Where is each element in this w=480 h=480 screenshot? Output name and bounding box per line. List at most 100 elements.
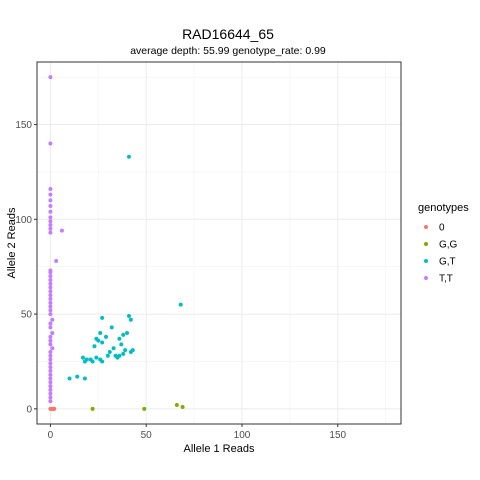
legend-label: T,T: [439, 274, 453, 285]
data-point: [48, 338, 53, 343]
data-point: [90, 359, 95, 364]
legend-item: G,T: [424, 257, 456, 268]
axis-ticks: 0 50 100 150 0 50 100 150: [15, 120, 346, 441]
data-point: [54, 259, 59, 264]
data-point: [48, 281, 53, 286]
data-point: [48, 349, 53, 354]
data-point: [48, 285, 53, 290]
data-point: [48, 334, 53, 339]
data-point: [50, 317, 55, 322]
legend-title: genotypes: [418, 202, 469, 214]
y-tick-label: 0: [26, 404, 32, 415]
data-point: [48, 304, 53, 309]
data-point: [48, 75, 53, 80]
data-point: [48, 325, 53, 330]
data-point: [48, 226, 53, 231]
y-tick-label: 100: [15, 215, 32, 226]
legend-key: [424, 242, 428, 246]
y-tick-label: 150: [15, 120, 32, 131]
plot-panel: [37, 62, 401, 424]
data-point: [100, 340, 105, 345]
series-g-t: [67, 154, 183, 381]
chart-title: RAD16644_65: [182, 26, 274, 42]
data-point: [48, 192, 53, 197]
data-point: [48, 368, 53, 373]
data-point: [80, 355, 85, 360]
data-point: [48, 308, 53, 313]
data-point: [48, 312, 53, 317]
data-point: [119, 342, 124, 347]
series-g-g: [90, 403, 185, 411]
legend-items: 0 G,G G,T T,T: [424, 223, 458, 285]
data-point: [48, 293, 53, 298]
data-points: [48, 75, 185, 411]
data-point: [48, 391, 53, 396]
data-point: [180, 404, 185, 409]
data-point: [123, 348, 128, 353]
data-point: [48, 274, 53, 279]
data-point: [111, 346, 116, 351]
x-tick-label: 150: [329, 430, 346, 441]
data-point: [48, 289, 53, 294]
legend-label: G,G: [439, 240, 458, 251]
data-point: [48, 296, 53, 301]
x-tick-label: 0: [48, 430, 54, 441]
data-point: [82, 359, 87, 364]
data-point: [117, 353, 122, 358]
data-point: [48, 399, 53, 404]
plot-border: [36, 61, 402, 425]
data-point: [117, 336, 122, 341]
data-point: [92, 344, 97, 349]
data-point: [48, 395, 53, 400]
data-point: [142, 406, 147, 411]
data-point: [48, 372, 53, 377]
data-point: [48, 365, 53, 370]
legend-label: 0: [439, 223, 445, 234]
data-point: [109, 325, 114, 330]
data-point: [48, 219, 53, 224]
data-point: [125, 331, 130, 336]
data-point: [48, 277, 53, 282]
data-point: [100, 359, 105, 364]
data-point: [48, 300, 53, 305]
data-point: [121, 332, 126, 337]
data-point: [48, 141, 53, 146]
data-point: [48, 270, 53, 275]
series-0: [48, 406, 57, 411]
data-point: [48, 387, 53, 392]
legend-item: 0: [424, 223, 445, 234]
data-point: [126, 313, 131, 318]
chart-subtitle: average depth: 55.99 genotype_rate: 0.99: [130, 45, 326, 57]
legend: genotypes 0 G,G G,T T,T: [418, 202, 469, 285]
legend-item: T,T: [424, 274, 453, 285]
data-point: [82, 376, 87, 381]
legend-key: [424, 259, 428, 263]
data-point: [48, 357, 53, 362]
data-point: [90, 406, 95, 411]
legend-item: G,G: [424, 240, 458, 251]
series-t-t: [48, 75, 64, 404]
data-point: [100, 315, 105, 320]
legend-key: [424, 276, 428, 280]
data-point: [48, 321, 53, 326]
data-point: [48, 342, 53, 347]
data-point: [48, 215, 53, 220]
data-point: [48, 186, 53, 191]
legend-key: [424, 225, 428, 229]
data-point: [94, 355, 99, 360]
x-axis-title: Allele 1 Reads: [184, 443, 255, 455]
x-tick-label: 50: [141, 430, 153, 441]
data-point: [48, 209, 53, 214]
data-point: [174, 403, 179, 408]
y-axis-title: Allele 2 Reads: [6, 207, 18, 278]
grid-lines: [37, 62, 401, 424]
data-point: [50, 331, 55, 336]
data-point: [48, 376, 53, 381]
data-point: [96, 338, 101, 343]
data-point: [48, 361, 53, 366]
data-point: [48, 230, 53, 235]
legend-label: G,T: [439, 257, 456, 268]
data-point: [48, 204, 53, 209]
data-point: [52, 406, 57, 411]
